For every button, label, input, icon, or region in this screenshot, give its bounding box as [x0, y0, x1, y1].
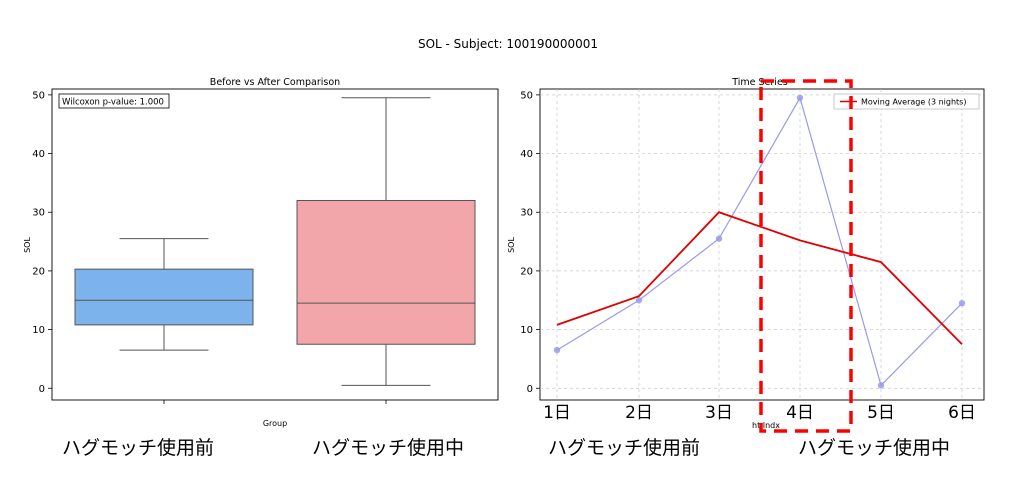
- caption-right-before: ハグモッチ使用前: [548, 437, 700, 459]
- box-plot-ytick-label: 20: [32, 266, 45, 277]
- box-during: [296, 97, 476, 404]
- caption-right-during: ハグモッチ使用中: [798, 437, 950, 459]
- time-series-ytick-label: 30: [520, 208, 533, 219]
- series-point-raw: [635, 297, 643, 304]
- caption-left-before: ハグモッチ使用前: [62, 437, 214, 459]
- time-series-xtick-label: 5日: [867, 403, 895, 423]
- time-series-ytick-label: 20: [520, 266, 533, 277]
- time-series-ylabel: SOL: [507, 237, 516, 253]
- time-series-xlabel: ht Indx: [752, 421, 780, 430]
- series-point-raw: [715, 235, 723, 242]
- time-series-xtick-label: 1日: [543, 403, 571, 423]
- box-plot-chart: Before vs After Comparison 0 10 20 30 40 50 W…: [23, 77, 499, 428]
- time-series-xtick-label: 2日: [625, 403, 653, 423]
- caption-left-during: ハグモッチ使用中: [312, 437, 464, 459]
- time-series-xtick-label: 3日: [705, 403, 733, 423]
- box-plot-ytick-label: 30: [32, 208, 45, 219]
- time-series-ytick-label: 10: [520, 325, 533, 336]
- series-point-raw: [877, 382, 885, 389]
- box-plot-ytick-label: 40: [32, 149, 45, 160]
- legend-label-moving-average: Moving Average (3 nights): [861, 98, 966, 107]
- box-plot-ytick-label: 50: [32, 90, 45, 101]
- time-series-xtick-label: 6日: [948, 403, 976, 423]
- time-series-ytick-label: 50: [520, 90, 533, 101]
- series-point-raw: [553, 346, 561, 354]
- box-plot-frame: [51, 88, 499, 401]
- box-plot-ytick-label: 10: [32, 325, 45, 336]
- series-point-raw: [796, 94, 804, 102]
- series-line-raw: [556, 96, 963, 387]
- series-line-moving-average: [556, 211, 963, 345]
- time-series-ytick-label: 0: [527, 384, 533, 395]
- p-value-box: [58, 93, 170, 109]
- time-series-title: Time Series: [731, 77, 788, 88]
- time-series-ytick-label: 40: [520, 149, 533, 160]
- box-plot-ylabel: SOL: [23, 237, 32, 253]
- time-series-xtick-label: 4日: [786, 403, 814, 423]
- figure-title: SOL - Subject: 100190000001: [418, 37, 598, 51]
- highlight-box: [759, 79, 853, 433]
- box-iqr: [296, 199, 476, 345]
- series-point-raw: [958, 299, 966, 307]
- p-value-annotation: Wilcoxon p-value: 1.000: [62, 98, 164, 108]
- time-series-chart: Time Series 0 10 20 30 40 50 SOL Moving Avera…: [507, 77, 985, 433]
- box-plot-xlabel: Group: [263, 419, 287, 428]
- box-plot-ytick-label: 0: [39, 384, 45, 395]
- box-plot-title: Before vs After Comparison: [210, 77, 340, 88]
- legend-box: [833, 93, 980, 110]
- box-iqr: [74, 268, 254, 326]
- box-before: [74, 238, 254, 404]
